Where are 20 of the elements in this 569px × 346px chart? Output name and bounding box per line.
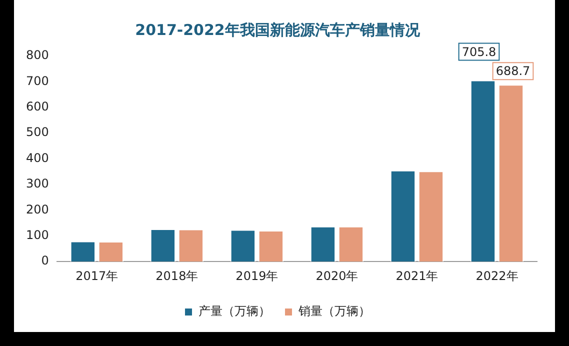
chart-title: 2017-2022年我国新能源汽车产销量情况 <box>135 20 421 39</box>
x-tick-label: 2018年 <box>156 268 198 283</box>
y-tick-label: 500 <box>26 125 49 140</box>
legend-label: 产量（万辆） <box>198 304 270 318</box>
data-label: 688.7 <box>496 64 530 78</box>
y-tick-label: 200 <box>26 202 49 216</box>
x-tick-label: 2017年 <box>76 268 118 283</box>
legend-label: 销量（万辆） <box>298 304 370 318</box>
x-tick-label: 2021年 <box>396 268 438 283</box>
y-tick-label: 0 <box>41 254 49 268</box>
x-tick-label: 2020年 <box>316 268 358 283</box>
data-label: 705.8 <box>462 44 496 59</box>
y-tick-label: 400 <box>26 150 49 165</box>
y-tick-label: 100 <box>26 228 49 242</box>
y-tick-label: 800 <box>26 48 49 62</box>
y-tick-label: 600 <box>26 100 49 114</box>
x-tick-label: 2019年 <box>236 268 278 283</box>
y-tick-label: 700 <box>26 74 49 88</box>
y-tick-label: 300 <box>26 176 49 191</box>
x-tick-label: 2022年 <box>476 268 518 283</box>
